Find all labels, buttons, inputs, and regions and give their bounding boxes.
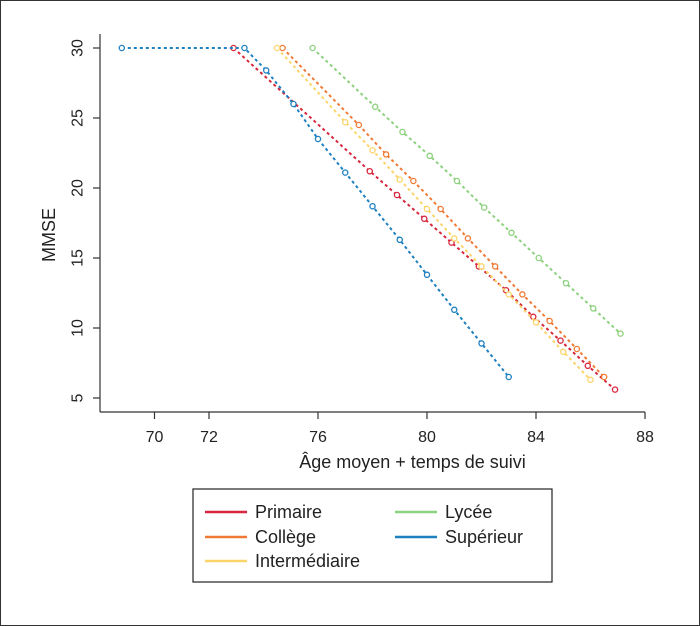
y-tick-label: 30 (70, 39, 87, 57)
series-line (121, 47, 510, 378)
data-point (393, 191, 401, 199)
y-tick-label: 5 (70, 393, 87, 402)
legend-label: Lycée (445, 502, 492, 522)
legend-item: Collège (205, 527, 316, 547)
data-point (532, 319, 540, 326)
legend-label: Collège (255, 527, 316, 547)
data-point (617, 330, 624, 337)
data-point (587, 376, 594, 384)
data-point (341, 169, 349, 176)
y-axis-title: MMSE (39, 208, 59, 262)
data-point (573, 345, 581, 353)
data-point (410, 177, 417, 185)
legend-item: Intermédiaire (205, 551, 360, 571)
data-point (562, 279, 570, 287)
legend-label: Supérieur (445, 527, 523, 547)
data-point (423, 271, 431, 279)
data-point (505, 291, 512, 298)
data-point (371, 103, 379, 111)
data-point (426, 152, 433, 160)
data-point (437, 205, 444, 213)
legend: Primaire Collège Intermédiaire Lycée Supérie… (192, 488, 553, 583)
x-tick-label: 76 (309, 429, 327, 446)
data-point (584, 362, 592, 370)
data-point (423, 205, 431, 213)
data-point (396, 236, 403, 244)
data-point (491, 263, 499, 270)
data-point (589, 305, 597, 312)
data-point (478, 340, 485, 347)
data-point (600, 373, 608, 381)
data-point (560, 348, 567, 356)
legend-box (192, 488, 553, 583)
data-point (546, 317, 553, 325)
axes: 70 72 76 80 84 88 5 10 15 20 25 30 (70, 34, 654, 446)
series-line (276, 47, 592, 381)
data-point (464, 235, 472, 242)
data-point (396, 176, 403, 183)
series-3 (309, 44, 624, 337)
legend-item: Primaire (205, 502, 322, 522)
legend-label: Intermédiaire (255, 551, 360, 571)
data-point (505, 373, 512, 381)
data-point (382, 151, 390, 158)
data-point (262, 67, 270, 74)
x-tick-label: 88 (636, 429, 654, 446)
data-point (314, 135, 322, 143)
series-2 (273, 44, 594, 384)
y-tick-label: 20 (70, 179, 87, 197)
legend-item: Supérieur (395, 527, 523, 547)
legend-label: Primaire (255, 502, 322, 522)
series-line (232, 47, 616, 391)
data-point (369, 202, 376, 210)
data-point (399, 128, 406, 136)
data-point (290, 100, 297, 108)
data-point (241, 44, 248, 52)
data-point (341, 118, 349, 126)
series-line (281, 47, 605, 378)
x-axis-title: Âge moyen + temps de suivi (299, 452, 526, 472)
data-point (369, 146, 376, 154)
x-tick-label: 70 (146, 429, 164, 446)
data-point (355, 121, 363, 129)
series-line (311, 47, 622, 335)
legend-item: Lycée (395, 502, 492, 522)
data-point (279, 44, 286, 52)
data-point (453, 177, 461, 185)
data-point (519, 291, 526, 298)
data-point (450, 235, 458, 242)
x-tick-label: 72 (200, 429, 218, 446)
series-0 (230, 44, 619, 393)
data-point (450, 306, 458, 314)
y-tick-label: 10 (70, 319, 87, 337)
data-point (273, 44, 281, 52)
series-4 (118, 44, 512, 381)
data-point (421, 215, 428, 223)
data-point (309, 44, 316, 52)
x-tick-label: 80 (418, 429, 436, 446)
data-point (611, 386, 619, 393)
data-point (557, 337, 564, 344)
data-point (118, 44, 126, 52)
y-tick-label: 15 (70, 249, 87, 267)
data-point (508, 229, 515, 237)
series-layer (118, 44, 624, 393)
data-point (480, 204, 488, 211)
x-tick-label: 84 (527, 429, 545, 446)
data-point (366, 167, 374, 175)
series-1 (279, 44, 608, 381)
data-point (478, 263, 485, 270)
data-point (535, 254, 542, 262)
y-tick-label: 25 (70, 109, 87, 127)
